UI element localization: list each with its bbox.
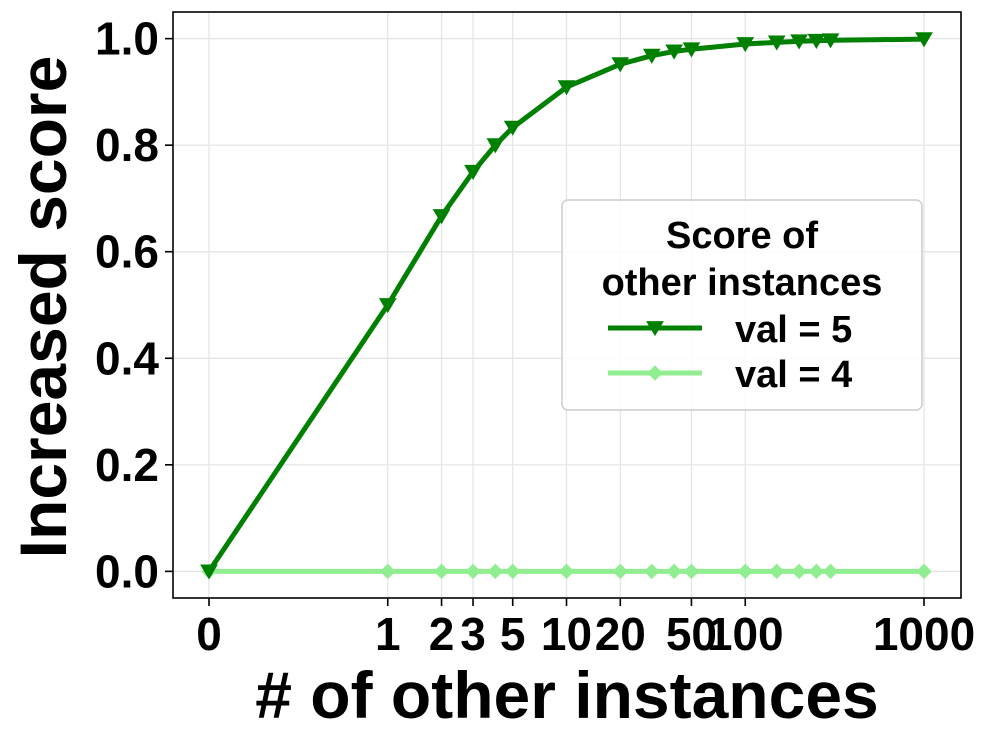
x-tick-label: 10 [541, 608, 592, 660]
data-point [808, 563, 825, 580]
data-point [644, 563, 660, 580]
x-tick-label: 1 [375, 608, 401, 660]
legend-box [561, 199, 923, 411]
data-point [647, 365, 663, 381]
data-point [465, 563, 481, 580]
data-point [558, 563, 575, 580]
data-point [822, 563, 839, 580]
x-tick-label: 2 [429, 608, 455, 660]
legend-label: val = 4 [735, 354, 852, 396]
data-point [665, 44, 683, 60]
data-point [736, 37, 755, 53]
x-axis-title: # of other instances [255, 658, 879, 732]
data-point [821, 33, 840, 49]
data-point [380, 563, 396, 580]
series-1 [201, 563, 932, 580]
data-point [737, 563, 753, 580]
data-point [791, 563, 807, 580]
y-axis-ticks: 0.0 0.2 0.4 0.6 0.8 1.0 [95, 13, 173, 597]
data-point [504, 563, 521, 580]
legend-entry: val = 4 [608, 354, 852, 396]
y-tick-label: 0.4 [95, 332, 159, 384]
y-tick-label: 1.0 [95, 13, 159, 65]
x-tick-label: 1000 [873, 608, 975, 660]
y-tick-label: 0.2 [95, 439, 159, 491]
data-point [915, 32, 933, 48]
data-point [378, 298, 397, 314]
legend-entry: val = 5 [608, 309, 852, 351]
data-point [790, 34, 808, 50]
data-point [464, 164, 482, 181]
legend-title: Score of other instances [602, 215, 883, 304]
data-point [646, 321, 664, 337]
x-tick-label: 20 [595, 608, 646, 660]
data-point [557, 80, 576, 96]
x-tick-label: 5 [500, 608, 526, 660]
y-tick-label: 0.6 [95, 226, 159, 278]
data-point [433, 563, 450, 580]
data-point [666, 563, 682, 580]
series-layer [200, 32, 933, 580]
data-point [611, 57, 630, 73]
legend-label: val = 5 [735, 309, 852, 351]
data-point [683, 563, 700, 580]
data-point [503, 120, 522, 136]
x-tick-label: 3 [460, 608, 486, 660]
data-point [767, 35, 786, 51]
x-tick-label: 100 [707, 608, 784, 660]
data-point [612, 563, 629, 580]
data-point [487, 563, 504, 580]
data-point [486, 138, 505, 154]
data-point [432, 209, 451, 225]
y-tick-label: 0.8 [95, 119, 159, 171]
series-0 [200, 32, 933, 580]
data-point [807, 33, 826, 49]
x-tick-label: 50 [666, 608, 717, 660]
data-point [200, 564, 218, 580]
x-tick-label: 0 [196, 608, 222, 660]
data-point [642, 48, 661, 64]
data-point [916, 563, 932, 580]
y-tick-label: 0.0 [95, 545, 159, 597]
y-axis-title: Increased score [6, 56, 80, 559]
data-point [682, 42, 701, 58]
data-point [769, 563, 785, 580]
